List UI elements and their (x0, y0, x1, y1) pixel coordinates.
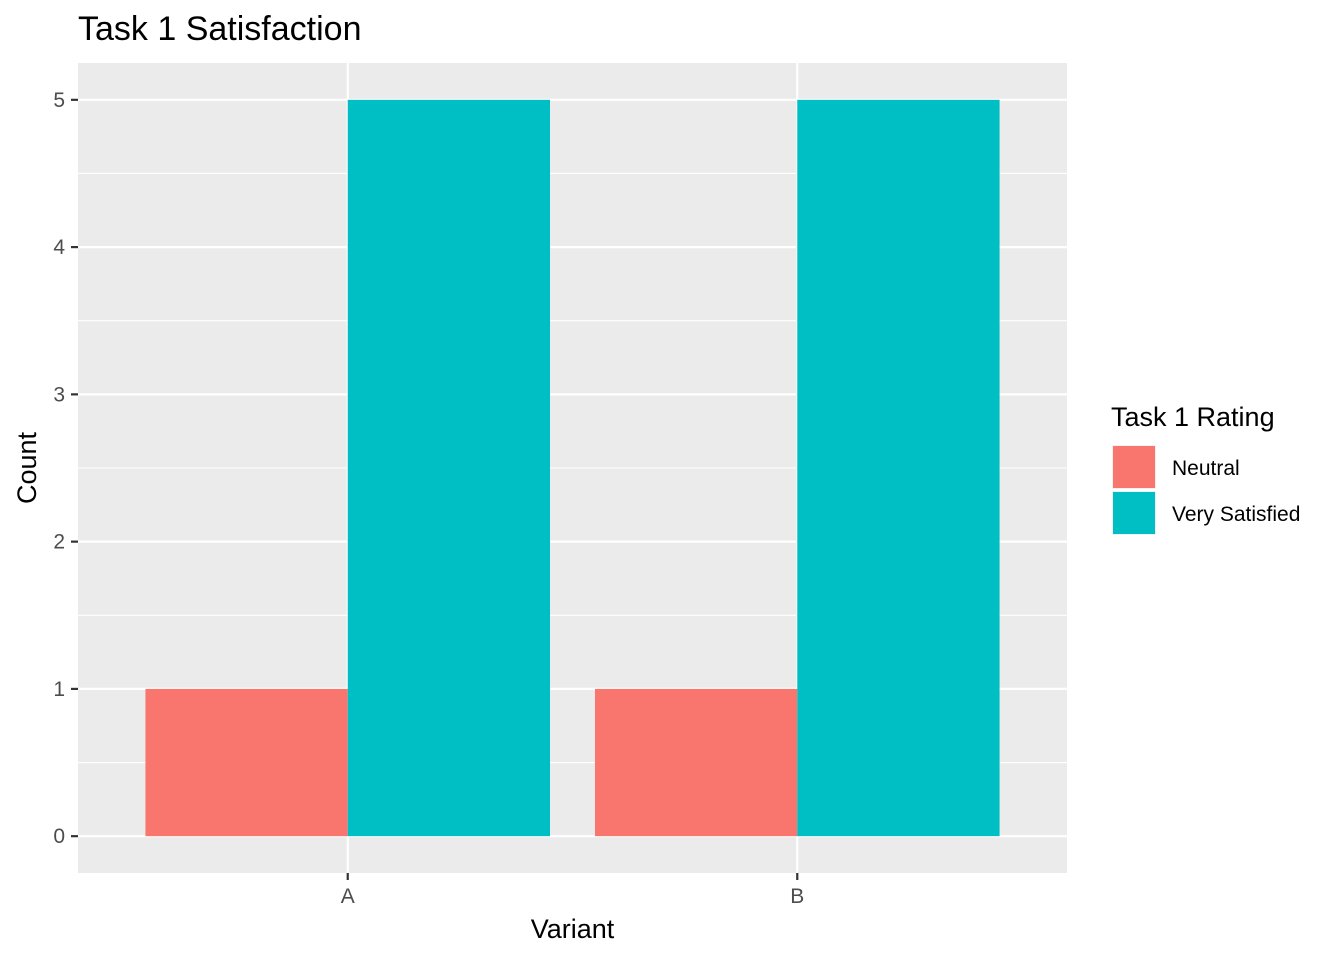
y-tick-label: 5 (53, 89, 65, 112)
x-tick-label: B (790, 885, 804, 908)
legend: Task 1 Rating Neutral Very Satisfied (1111, 402, 1300, 535)
y-tick-label: 4 (53, 236, 65, 259)
x-axis-title: Variant (531, 914, 615, 944)
y-tick-label: 1 (53, 678, 65, 701)
legend-label: Neutral (1172, 457, 1240, 480)
bar-neutral-a (145, 688, 348, 837)
legend-title: Task 1 Rating (1111, 402, 1275, 432)
y-tick-label: 2 (53, 531, 65, 554)
y-axis: 0 1 2 3 4 5 (53, 89, 78, 848)
legend-swatch (1113, 492, 1155, 534)
bar-very-satisfied-a (347, 99, 551, 837)
chart-title: Task 1 Satisfaction (78, 10, 361, 48)
bar-neutral-b (594, 688, 798, 837)
legend-label: Very Satisfied (1172, 503, 1300, 526)
y-axis-title: Count (12, 431, 42, 504)
x-tick-label: A (341, 885, 355, 908)
y-tick-label: 0 (53, 825, 65, 848)
bars (145, 99, 1000, 837)
bar-very-satisfied-b (797, 99, 1000, 837)
legend-swatch (1113, 446, 1155, 488)
y-tick-label: 3 (53, 383, 65, 406)
